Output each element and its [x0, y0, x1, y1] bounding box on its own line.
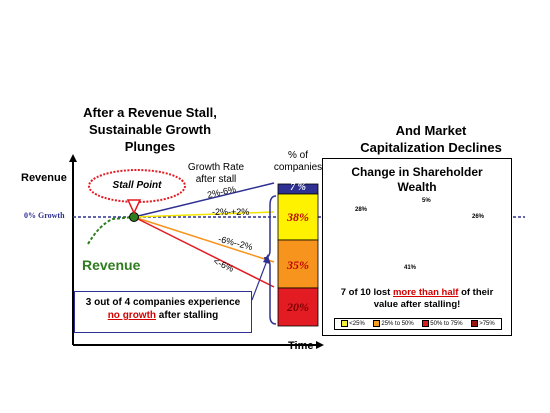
- zero-growth-label: 0% Growth: [24, 211, 65, 220]
- pie-label-26: 26%: [472, 214, 485, 220]
- bar-label-m2-p2: 38%: [287, 210, 309, 224]
- legend-item: 50% to 75%: [422, 320, 463, 328]
- bar-label-m6-m2: 35%: [287, 258, 309, 272]
- legend-swatch: [422, 320, 430, 328]
- callout-pointer: [251, 257, 269, 301]
- revenue-trend-label: Revenue: [82, 257, 141, 273]
- legend-swatch: [471, 320, 479, 328]
- line-lt-m6: [133, 216, 275, 288]
- left-title: After a Revenue Stall, Sustainable Growt…: [83, 105, 217, 154]
- line-m6-m2: [133, 216, 275, 263]
- y-axis-label: Revenue: [21, 172, 67, 184]
- bracket: [263, 195, 277, 325]
- pie-label-28: 28%: [355, 207, 368, 213]
- no-growth-text: no growth: [107, 310, 157, 321]
- line-label-m2-p2: -2%-+2%: [212, 207, 250, 217]
- legend-swatch: [341, 320, 349, 328]
- wealth-note: 7 of 10 lost more than half of their val…: [340, 287, 494, 310]
- legend-item: <25%: [341, 320, 365, 328]
- callout-arrow: [263, 254, 270, 264]
- shareholder-wealth-panel: [322, 158, 512, 336]
- pct-companies-label: % of companies: [273, 150, 323, 173]
- shareholder-wealth-title: Change in Shareholder Wealth: [351, 165, 483, 194]
- legend-item: 25% to 50%: [373, 320, 414, 328]
- stall-point-label: Stall Point: [112, 180, 162, 191]
- pie-label-41: 41%: [404, 265, 417, 271]
- y-axis-arrow: [69, 154, 77, 162]
- growth-rate-label: Growth Rate after stall: [187, 162, 245, 185]
- line-2-6: [133, 182, 275, 218]
- bar-label-lt-m6: 20%: [287, 300, 309, 314]
- x-axis-label: Time: [288, 340, 314, 352]
- pie-legend: <25% 25% to 50% 50% to 75% >75%: [334, 318, 502, 330]
- legend-swatch: [373, 320, 381, 328]
- callout-box: 3 out of 4 companies experience no growt…: [74, 291, 252, 333]
- bar-label-2-6: 7 %: [290, 182, 306, 193]
- right-title: And Market Capitalization Declines: [360, 123, 502, 155]
- revenue-pre-stall-line: [87, 216, 135, 245]
- legend-item: >75%: [471, 320, 495, 328]
- bar-segment-m6-m2: [277, 239, 319, 289]
- bar-segment-m2-p2: [277, 193, 319, 241]
- line-m2-p2: [133, 211, 275, 218]
- stall-point-pointer: [126, 199, 142, 215]
- x-axis-arrow: [316, 341, 324, 349]
- more-than-half-text: more than half: [392, 287, 459, 298]
- bar-segment-lt-m6: [277, 287, 319, 327]
- pie-label-5: 5%: [422, 198, 431, 204]
